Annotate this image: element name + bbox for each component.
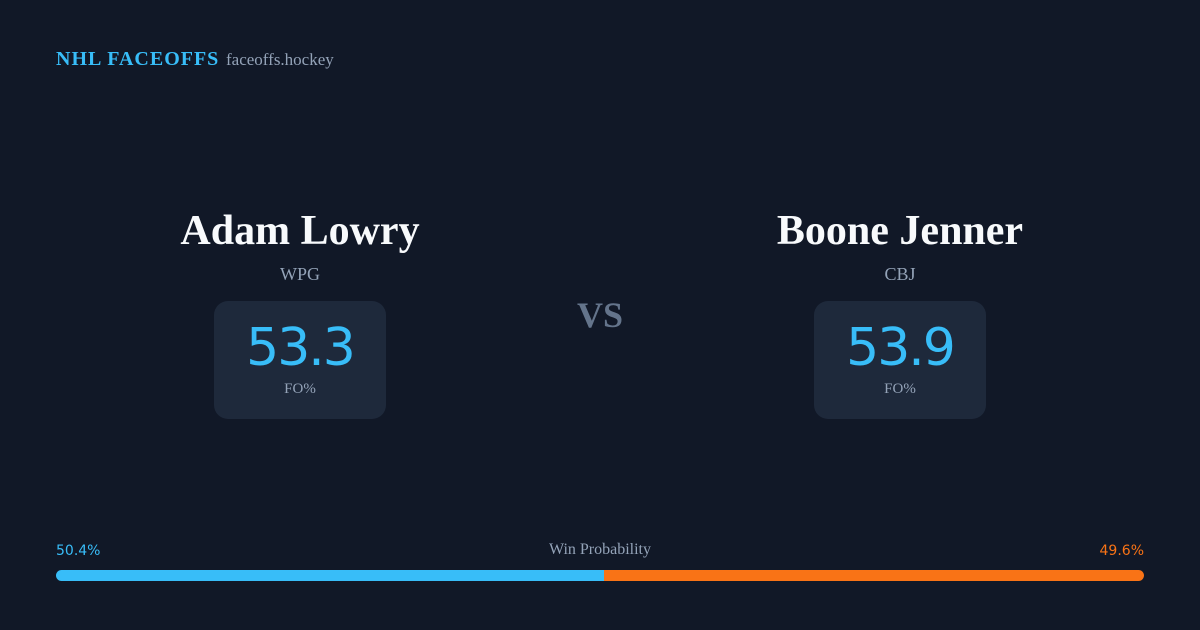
site: faceoffs.hockey <box>226 50 334 69</box>
win-prob-segment <box>604 570 1144 581</box>
win-prob-right: 49.6% <box>1099 543 1144 559</box>
fo-value: 53.9 <box>846 318 956 378</box>
fo-label: FO% <box>284 381 316 397</box>
win-prob-title: Win Probability <box>548 541 651 558</box>
player-panel: Adam Lowry WPG 53.3 FO% <box>100 200 500 419</box>
fo-label: FO% <box>884 381 916 397</box>
player-panel: Boone Jenner CBJ 53.9 FO% <box>700 200 1100 419</box>
win-prob-left: 50.4% <box>56 543 101 559</box>
stat-box: 53.9 FO% <box>814 301 986 419</box>
team: WPG <box>280 264 320 284</box>
brand: NHL FACEOFFS <box>56 48 220 70</box>
fo-value: 53.3 <box>246 318 356 378</box>
player-name: Boone Jenner <box>776 208 1024 254</box>
team: CBJ <box>884 264 916 284</box>
player-name: Adam Lowry <box>180 208 420 254</box>
vs: VS <box>576 295 624 335</box>
stat-box: 53.3 FO% <box>214 301 386 419</box>
win-prob-segment <box>56 570 605 581</box>
win-prob-bar <box>56 570 1144 581</box>
